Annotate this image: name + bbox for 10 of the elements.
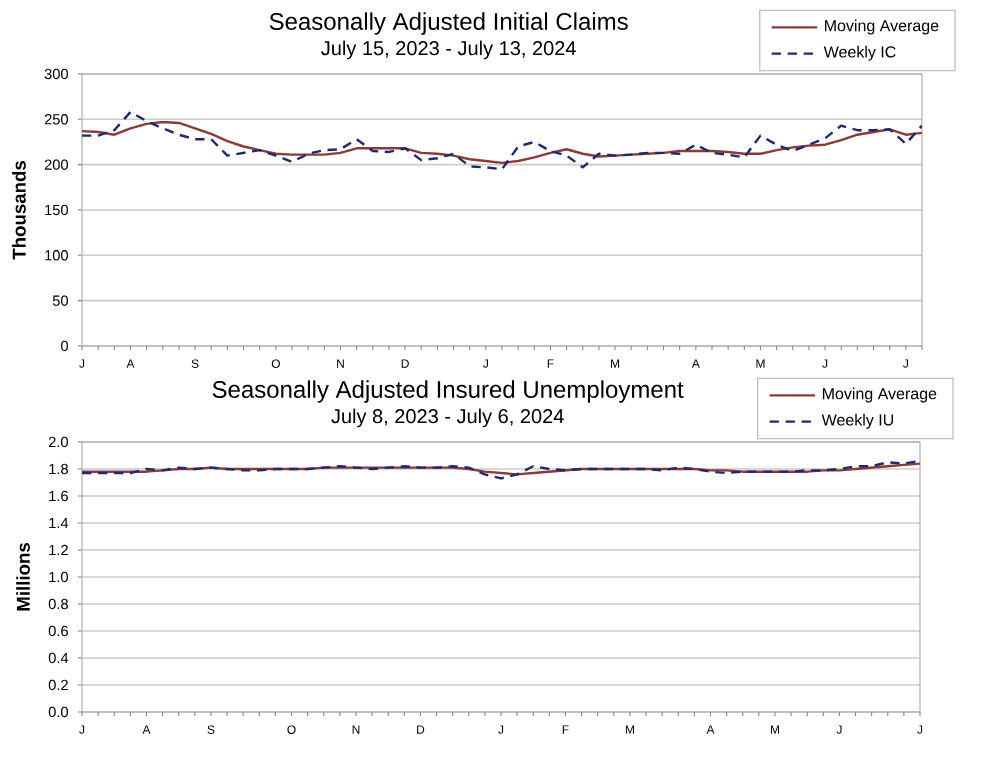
chart-title: Seasonally Adjusted Insured Unemployment [212, 380, 684, 403]
legend-label: Weekly IU [821, 413, 894, 429]
y-axis-title: Thousands [12, 160, 26, 260]
chart-subtitle: July 8, 2023 - July 6, 2024 [331, 408, 564, 428]
legend-label: Moving Average [825, 19, 939, 35]
chart-subtitle: July 15, 2023 - July 13, 2024 [321, 40, 576, 60]
chart-title: Seasonally Adjusted Initial Claims [269, 12, 628, 35]
legend-label: Weekly IC [823, 45, 896, 61]
legend-label: Moving Average [822, 387, 937, 403]
y-axis-title: Millions [16, 542, 30, 611]
